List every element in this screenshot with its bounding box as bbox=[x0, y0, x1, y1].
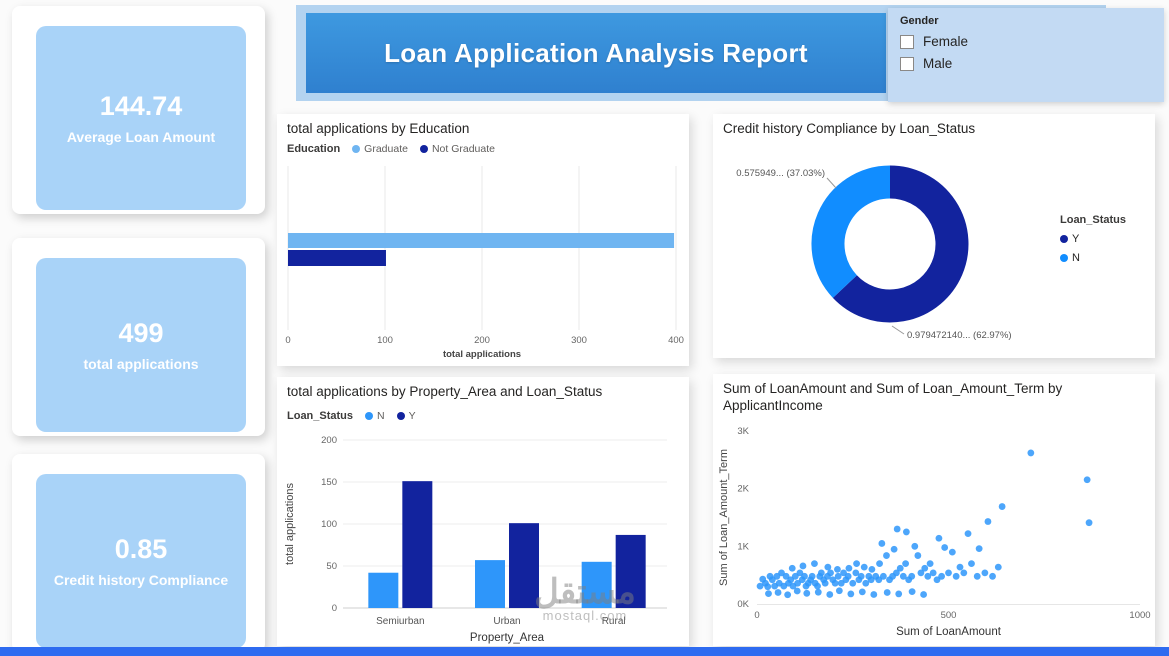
property-area-legend-title: Loan_Status bbox=[287, 410, 354, 422]
kpi-card-total-applications: 499 total applications bbox=[36, 258, 246, 432]
not-graduate-legend-label: Not Graduate bbox=[431, 143, 495, 155]
scatter-chart-title: Sum of LoanAmount and Sum of Loan_Amount… bbox=[723, 381, 1063, 413]
female-label: Female bbox=[923, 34, 969, 49]
svg-text:Rural: Rural bbox=[602, 616, 626, 627]
svg-text:Sum of Loan_Amount_Term: Sum of Loan_Amount_Term bbox=[718, 449, 730, 586]
property-n-label: N bbox=[377, 410, 385, 422]
loan-status-y-label: Y bbox=[1072, 233, 1080, 245]
property-y-label: Y bbox=[408, 410, 416, 422]
gender-slicer: Gender Female Male bbox=[888, 8, 1164, 102]
loan-status-legend: Loan_Status Y N bbox=[1060, 214, 1126, 264]
svg-text:0.575949... (37.03%): 0.575949... (37.03%) bbox=[736, 168, 825, 179]
gender-option-female[interactable]: Female bbox=[900, 34, 1152, 49]
female-checkbox[interactable] bbox=[900, 34, 914, 49]
kpi-value-average-loan: 144.74 bbox=[99, 91, 183, 121]
svg-text:total applications: total applications bbox=[284, 483, 296, 565]
svg-text:2K: 2K bbox=[737, 484, 749, 495]
page-title: Loan Application Analysis Report bbox=[384, 37, 808, 68]
male-checkbox[interactable] bbox=[900, 56, 914, 71]
svg-text:500: 500 bbox=[941, 610, 957, 621]
property-n-dot bbox=[365, 412, 374, 420]
property-area-legend: Loan_Status N Y bbox=[287, 410, 416, 422]
education-bar-chart[interactable]: 0 100 200 300 400 total applications bbox=[277, 114, 689, 366]
svg-text:0: 0 bbox=[754, 610, 759, 621]
svg-text:200: 200 bbox=[474, 335, 490, 346]
loan-status-n-label: N bbox=[1072, 252, 1080, 264]
loan-status-legend-title: Loan_Status bbox=[1060, 214, 1127, 226]
loan-amount-scatter-chart[interactable]: 0K 1K 2K 3K 0 500 1000 Sum of LoanAmount Sum of … bbox=[713, 374, 1155, 646]
loan-amount-scatter-panel[interactable]: Sum of LoanAmount and Sum of Loan_Amount… bbox=[713, 374, 1155, 646]
kpi-panel-average-loan: 144.74 Average Loan Amount bbox=[12, 6, 265, 214]
kpi-label-average-loan: Average Loan Amount bbox=[66, 129, 216, 145]
svg-text:200: 200 bbox=[321, 435, 337, 446]
svg-text:100: 100 bbox=[377, 335, 393, 346]
kpi-value-total-applications: 499 bbox=[118, 318, 164, 348]
credit-history-donut-panel[interactable]: Credit history Compliance by Loan_Status… bbox=[713, 114, 1155, 358]
legend-item-graduate[interactable]: Graduate bbox=[352, 143, 408, 155]
kpi-panel-total-applications: 499 total applications bbox=[12, 238, 265, 436]
kpi-card-credit-compliance: 0.85 Credit history Compliance bbox=[36, 474, 246, 648]
education-chart-title: total applications by Education bbox=[287, 121, 470, 136]
legend-item-n[interactable]: N bbox=[1060, 252, 1080, 264]
education-bar-chart-panel[interactable]: total applications by Education Educatio… bbox=[277, 114, 689, 366]
svg-text:300: 300 bbox=[571, 335, 587, 346]
svg-text:0: 0 bbox=[285, 335, 290, 346]
property-area-column-chart-panel[interactable]: total applications by Property_Area and … bbox=[277, 377, 689, 646]
male-label: Male bbox=[923, 56, 953, 71]
svg-text:0.979472140... (62.97%): 0.979472140... (62.97%) bbox=[907, 330, 1012, 341]
svg-text:3K: 3K bbox=[737, 426, 749, 437]
svg-text:0K: 0K bbox=[737, 599, 749, 610]
kpi-label-credit-compliance: Credit history Compliance bbox=[53, 572, 229, 588]
graduate-legend-dot bbox=[352, 145, 361, 153]
svg-text:1000: 1000 bbox=[1129, 610, 1150, 621]
gender-option-male[interactable]: Male bbox=[900, 56, 1152, 71]
svg-text:400: 400 bbox=[668, 335, 684, 346]
svg-text:1K: 1K bbox=[737, 541, 749, 552]
gender-slicer-title: Gender bbox=[900, 15, 939, 27]
property-area-column-chart[interactable]: 0 50 100 150 200 Semiurban Urban Rural Property_… bbox=[277, 377, 689, 646]
graduate-legend-label: Graduate bbox=[364, 143, 408, 155]
loan-status-n-dot bbox=[1060, 254, 1068, 262]
svg-text:150: 150 bbox=[321, 477, 337, 488]
svg-text:0: 0 bbox=[332, 603, 337, 614]
legend-item-not-graduate[interactable]: Not Graduate bbox=[419, 143, 495, 155]
loan-status-y-dot bbox=[1060, 235, 1068, 243]
credit-history-donut-chart[interactable]: 0.575949... (37.03%) 0.979472140... (62.9… bbox=[713, 114, 1155, 358]
svg-text:Sum of LoanAmount: Sum of LoanAmount bbox=[896, 626, 1002, 638]
kpi-panel-credit-compliance: 0.85 Credit history Compliance bbox=[12, 454, 265, 652]
not-graduate-legend-dot bbox=[419, 145, 428, 153]
bottom-accent-bar bbox=[0, 647, 1169, 656]
svg-text:Semiurban: Semiurban bbox=[376, 616, 424, 627]
svg-text:50: 50 bbox=[326, 561, 337, 572]
kpi-label-total-applications: total applications bbox=[83, 356, 199, 372]
property-area-chart-title: total applications by Property_Area and … bbox=[287, 384, 603, 399]
education-legend-title: Education bbox=[287, 143, 341, 155]
report-title-banner: Loan Application Analysis Report bbox=[306, 13, 886, 93]
property-y-dot bbox=[396, 412, 405, 420]
svg-text:Urban: Urban bbox=[493, 616, 520, 627]
legend-item-n2[interactable]: N bbox=[365, 410, 385, 422]
credit-history-chart-title: Credit history Compliance by Loan_Status bbox=[723, 121, 976, 136]
kpi-value-credit-compliance: 0.85 bbox=[114, 534, 168, 564]
legend-item-y[interactable]: Y bbox=[1060, 233, 1079, 245]
education-legend: Education Graduate Not Graduate bbox=[287, 143, 495, 155]
svg-text:100: 100 bbox=[321, 519, 337, 530]
kpi-card-average-loan: 144.74 Average Loan Amount bbox=[36, 26, 246, 210]
svg-text:Property_Area: Property_Area bbox=[470, 632, 545, 644]
svg-text:total applications: total applications bbox=[443, 349, 521, 360]
legend-item-y2[interactable]: Y bbox=[396, 410, 416, 422]
